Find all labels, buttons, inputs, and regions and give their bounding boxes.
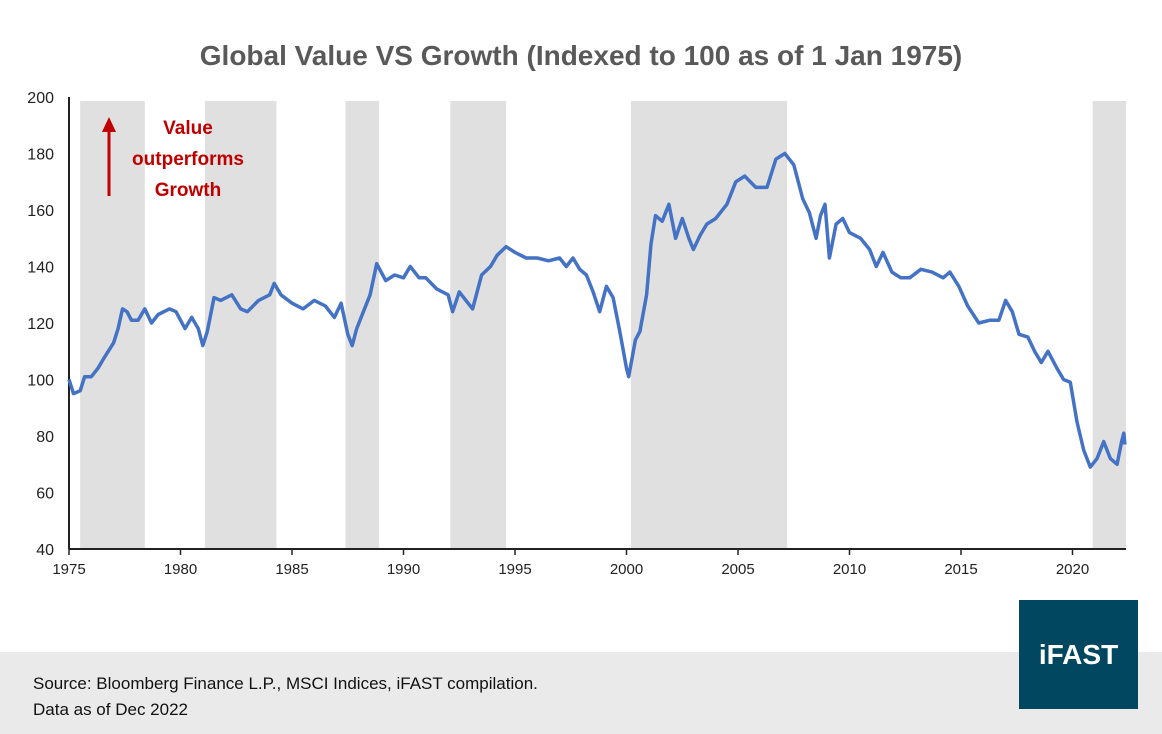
annotation-text: Value (163, 118, 213, 139)
y-tick-label: 60 (36, 486, 54, 503)
shaded-period (630, 101, 788, 549)
shaded-period (80, 101, 145, 549)
shaded-period (1092, 101, 1127, 549)
shaded-period (450, 101, 507, 549)
footer: Source: Bloomberg Finance L.P., MSCI Ind… (0, 652, 1162, 734)
line-chart: 40 60 80 100 120 140 160 180 200 1975 1980 1985 1990… (27, 90, 1127, 578)
x-tick-label: 1975 (52, 561, 85, 578)
x-tick-label: 1990 (387, 561, 420, 578)
annotation-text: outperforms (132, 149, 244, 170)
source-text: Source: Bloomberg Finance L.P., MSCI Ind… (33, 674, 538, 693)
x-tick-label: 1985 (275, 561, 308, 578)
y-tick-label: 100 (27, 373, 54, 390)
x-tick-label: 1995 (498, 561, 531, 578)
shaded-period (205, 101, 277, 549)
annotation-text: Growth (155, 180, 222, 201)
chart-title: Global Value VS Growth (Indexed to 100 a… (199, 40, 963, 71)
shaded-period (345, 101, 379, 549)
x-tick-label: 1980 (164, 561, 197, 578)
y-tick-label: 120 (27, 316, 54, 333)
logo-text: iFAST (1038, 638, 1119, 670)
data-date-text: Data as of Dec 2022 (33, 700, 188, 719)
y-tick-label: 40 (36, 542, 54, 559)
y-tick-label: 160 (27, 203, 54, 220)
x-tick-label: 2015 (944, 561, 977, 578)
y-tick-label: 140 (27, 260, 54, 277)
arrow-up-icon (102, 117, 116, 132)
x-tick-label: 2000 (610, 561, 643, 578)
x-tick-label: 2020 (1056, 561, 1089, 578)
ifast-logo: iFAST (1019, 600, 1138, 709)
x-tick-label: 2005 (721, 561, 754, 578)
series-line (67, 151, 1127, 469)
x-tick-label: 2010 (833, 561, 866, 578)
y-tick-label: 180 (27, 147, 54, 164)
y-tick-label: 200 (27, 90, 54, 107)
y-tick-label: 80 (36, 429, 54, 446)
